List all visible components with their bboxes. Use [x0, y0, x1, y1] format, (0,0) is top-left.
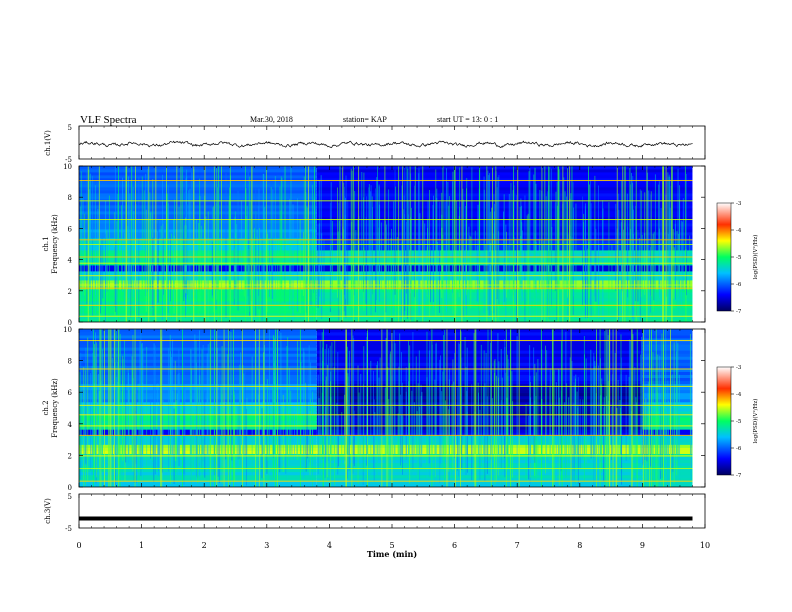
- ch1-yticks: 0 2 4 6 8 10: [63, 163, 705, 327]
- ch1-waveform-ytick-top: 5: [68, 124, 72, 132]
- ch3-waveform-ylabel: ch.3(V): [44, 498, 52, 524]
- ch1-waveform-trace: [79, 140, 693, 149]
- ch2-ytick-label: 6: [68, 389, 73, 397]
- x-tick-label: 8: [577, 541, 582, 550]
- date-label: Mar.30, 2018: [250, 115, 293, 124]
- x-tick-label: 6: [452, 541, 457, 550]
- ch2-ytick-label: 4: [68, 421, 73, 429]
- start-time-label: start UT = 13: 0 : 1: [437, 115, 498, 124]
- ch2-colorbar-tick: -7: [736, 473, 742, 479]
- ch2-spectrogram-panel: 0 2 4 6 8 10 ch.2 Frequency (kHz) -3 -4 -5 -6 -7 …: [42, 326, 759, 492]
- ch1-colorbar: -3 -4 -5 -6 -7 log(PSD)(V²/Hz): [716, 201, 759, 315]
- x-tick-label: 0: [76, 541, 81, 550]
- ch2-ytick-label: 0: [68, 484, 72, 492]
- x-axis-minor-ticks: [91, 126, 693, 528]
- ch1-ytick-label: 2: [68, 288, 72, 296]
- ch3-waveform-panel: 5 -5 ch.3(V): [44, 493, 706, 533]
- ch2-spectrogram-image: [79, 329, 705, 487]
- ch1-ytick-label: 0: [68, 319, 72, 327]
- ch1-ytick-label: 10: [63, 163, 72, 171]
- ch1-ytick-label: 8: [68, 194, 72, 202]
- ch2-ytick-label: 8: [68, 358, 72, 366]
- ch2-colorbar-tick: -5: [736, 419, 742, 425]
- ch1-ytick-label: 4: [68, 257, 73, 265]
- x-tick-label: 3: [264, 541, 269, 550]
- ch3-waveform-trace: [79, 516, 693, 521]
- ch1-colorbar-tick: -5: [736, 255, 742, 261]
- ch1-colorbar-label: log(PSD)(V²/Hz): [752, 235, 759, 280]
- x-axis: 0 1 2 3 4 5 6 7 8 9 10: [76, 126, 710, 550]
- x-tick-label: 10: [700, 541, 710, 550]
- x-tick-label: 4: [327, 541, 332, 550]
- ch1-colorbar-tick: -3: [736, 201, 742, 207]
- figure-title: VLF Spectra: [80, 114, 137, 126]
- ch1-waveform-panel: 5 -5 ch.1(V): [44, 124, 706, 164]
- x-tick-label: 1: [139, 541, 144, 550]
- ch1-waveform-ylabel: ch.1(V): [44, 130, 52, 156]
- ch2-colorbar: -3 -4 -5 -6 -7 log(PSD)(V²/Hz): [716, 365, 759, 479]
- ch3-waveform-ytick-bottom: -5: [65, 525, 72, 533]
- x-axis-label: Time (min): [367, 549, 417, 559]
- ch2-yticks: 0 2 4 6 8 10: [63, 326, 705, 492]
- ch2-ytick-label: 10: [63, 326, 72, 334]
- ch1-colorbar-tick: -4: [736, 228, 742, 234]
- ch1-waveform-ytick-bottom: -5: [65, 156, 72, 164]
- ch3-waveform-ytick-top: 5: [68, 493, 72, 501]
- ch2-spectrogram-ylabel-freq: Frequency (kHz): [51, 378, 59, 438]
- ch1-spectrogram-ylabel: ch.1: [42, 236, 50, 251]
- station-label: station= KAP: [343, 115, 387, 124]
- ch1-spectrogram-panel: 0 2 4 6 8 10 ch.1 Frequency (kHz) -3 -4 -5 -6 -7 …: [42, 163, 759, 327]
- ch1-colorbar-tick: -7: [736, 309, 742, 315]
- ch2-colorbar-tick: -4: [736, 392, 742, 398]
- ch2-ytick-label: 2: [68, 452, 72, 460]
- ch1-colorbar-tick: -6: [736, 282, 742, 288]
- ch1-spectrogram-ylabel-freq: Frequency (kHz): [51, 214, 59, 274]
- ch2-colorbar-tick: -3: [736, 365, 742, 371]
- x-tick-label: 7: [515, 541, 520, 550]
- x-tick-label: 9: [640, 541, 645, 550]
- x-tick-label: 2: [202, 541, 207, 550]
- ch2-spectrogram-ylabel: ch.2: [42, 400, 50, 415]
- ch1-ytick-label: 6: [68, 225, 73, 233]
- ch2-colorbar-label: log(PSD)(V²/Hz): [752, 399, 759, 444]
- ch2-colorbar-tick: -6: [736, 446, 742, 452]
- x-tick-label: 5: [389, 541, 394, 550]
- ch1-spectrogram-image: [79, 166, 705, 322]
